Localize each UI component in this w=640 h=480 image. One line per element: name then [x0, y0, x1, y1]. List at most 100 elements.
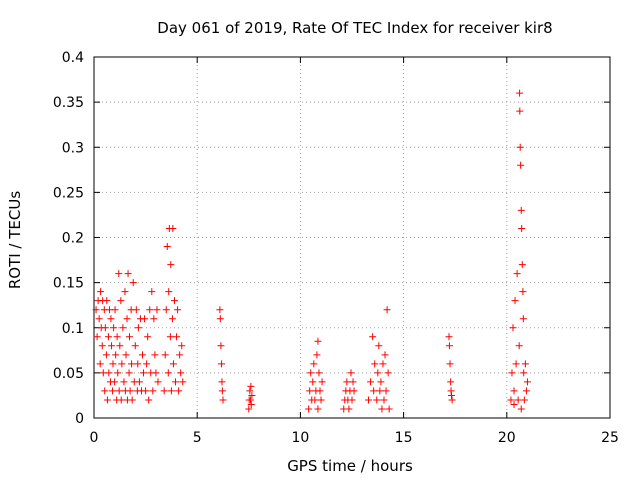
data-point	[124, 270, 132, 278]
data-point	[309, 378, 317, 386]
data-point	[519, 315, 527, 323]
data-point	[108, 342, 116, 350]
data-point	[313, 351, 321, 359]
data-point	[132, 306, 140, 314]
data-point	[370, 387, 378, 395]
data-point	[177, 369, 185, 377]
data-point	[514, 396, 522, 404]
x-tick-label: 5	[193, 430, 202, 446]
data-point	[103, 396, 111, 404]
x-tick-label: 25	[601, 430, 619, 446]
y-tick-label: 0.1	[62, 321, 84, 337]
data-point	[343, 378, 351, 386]
data-point	[512, 360, 520, 368]
data-point	[247, 382, 255, 390]
data-point	[518, 224, 526, 232]
chart-title: Day 061 of 2019, Rate Of TEC Index for r…	[157, 19, 552, 37]
data-point	[507, 396, 515, 404]
data-point	[164, 369, 172, 377]
data-point	[246, 396, 254, 404]
data-point	[120, 378, 128, 386]
data-point	[374, 369, 382, 377]
data-point	[152, 369, 160, 377]
data-point	[107, 315, 115, 323]
data-point	[141, 315, 149, 323]
data-point	[115, 270, 123, 278]
y-tick-label: 0.25	[53, 185, 84, 201]
y-tick-label: 0.05	[53, 366, 84, 382]
data-point	[376, 387, 384, 395]
data-point	[382, 387, 390, 395]
y-tick-label: 0	[75, 411, 84, 427]
data-point	[245, 405, 253, 413]
data-point	[383, 306, 391, 314]
data-point	[104, 333, 112, 341]
data-point	[246, 387, 254, 395]
data-point	[218, 387, 226, 395]
data-point	[92, 306, 100, 314]
data-point	[305, 405, 313, 413]
data-point	[317, 396, 325, 404]
data-point	[162, 306, 170, 314]
data-points	[92, 89, 531, 413]
data-point	[160, 387, 168, 395]
data-point	[98, 342, 106, 350]
data-point	[367, 378, 375, 386]
y-tick-label: 0.4	[62, 50, 84, 66]
data-point	[384, 369, 392, 377]
axis-ticks: 0 5 10 15 20 25 0 0.05 0.1 0.15 0.2 0.25 0.3 0.35 0.4	[53, 50, 619, 446]
data-point	[118, 360, 126, 368]
data-point	[97, 288, 105, 296]
data-point	[122, 351, 130, 359]
data-point	[151, 351, 159, 359]
data-point	[218, 378, 226, 386]
data-point	[516, 107, 524, 115]
data-point	[105, 369, 113, 377]
data-point	[520, 396, 528, 404]
x-tick-label: 20	[498, 430, 516, 446]
data-point	[379, 360, 387, 368]
data-point	[131, 342, 139, 350]
data-point	[121, 288, 129, 296]
data-point	[373, 396, 381, 404]
data-point	[149, 387, 157, 395]
data-point	[150, 315, 158, 323]
data-point	[445, 333, 453, 341]
data-point	[166, 333, 174, 341]
data-point	[179, 378, 187, 386]
data-point	[93, 333, 101, 341]
data-point	[161, 351, 169, 359]
data-point	[134, 360, 142, 368]
data-point	[163, 243, 171, 251]
data-point	[371, 360, 379, 368]
data-point	[511, 297, 519, 305]
data-point	[109, 387, 117, 395]
data-point	[349, 378, 357, 386]
data-point	[117, 396, 125, 404]
data-point	[381, 351, 389, 359]
data-point	[113, 333, 121, 341]
data-point	[447, 391, 455, 399]
data-point	[135, 378, 143, 386]
y-axis-title: ROTI / TECUs	[6, 191, 24, 289]
data-point	[517, 161, 525, 169]
data-point	[369, 333, 377, 341]
data-point	[126, 387, 134, 395]
data-point	[117, 297, 125, 305]
data-point	[350, 387, 358, 395]
data-point	[216, 315, 224, 323]
data-point	[447, 378, 455, 386]
data-point	[128, 396, 136, 404]
data-point	[314, 405, 322, 413]
y-tick-label: 0.35	[53, 95, 84, 111]
data-point	[377, 378, 385, 386]
data-point	[318, 378, 326, 386]
data-point	[178, 342, 186, 350]
data-point	[307, 369, 315, 377]
data-point	[123, 315, 131, 323]
data-point	[101, 324, 109, 332]
data-point	[116, 342, 124, 350]
data-point	[140, 369, 148, 377]
data-point	[218, 360, 226, 368]
y-tick-label: 0.3	[62, 140, 84, 156]
